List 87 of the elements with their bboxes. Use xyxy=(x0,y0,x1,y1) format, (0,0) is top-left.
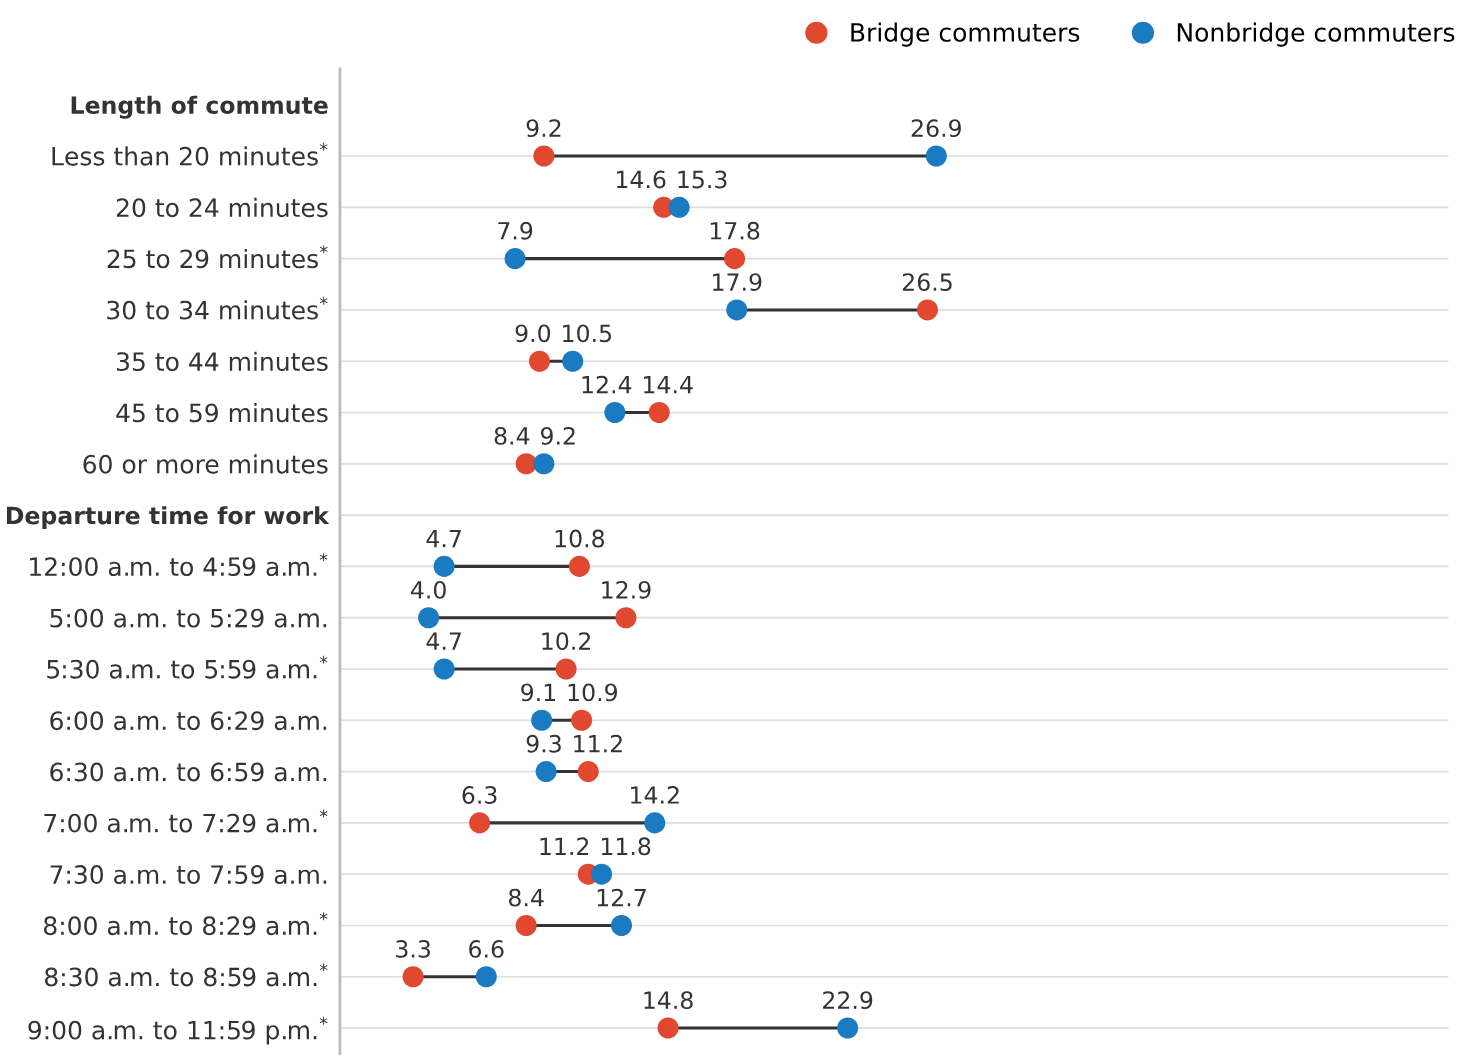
y-tick-label: 45 to 59 minutes xyxy=(116,403,328,423)
y-tick-label: 12:00 a.m. to 4:59 a.m.$^{*}$ xyxy=(30,553,328,577)
y-tick-label: 30 to 34 minutes$^{*}$ xyxy=(107,296,328,320)
point xyxy=(469,812,491,834)
y-tick-label: 20 to 24 minutes xyxy=(116,197,328,218)
point xyxy=(533,453,555,475)
point xyxy=(515,914,537,936)
data-label: 7.9 xyxy=(498,221,533,240)
y-tick-label: Departure time for work xyxy=(6,506,330,529)
point xyxy=(604,401,626,424)
legend-label: Bridge commuters xyxy=(851,22,1080,47)
point xyxy=(644,812,666,834)
point xyxy=(591,863,613,885)
data-label: 8.4 xyxy=(494,427,530,445)
data-label: 4.7 xyxy=(426,632,461,650)
data-label: 14.8 xyxy=(644,991,693,1010)
data-label: 10.9 xyxy=(568,683,617,702)
data-label: 8.4 xyxy=(508,888,544,907)
point xyxy=(533,145,555,167)
y-tick-label: 6:30 a.m. to 6:59 a.m. xyxy=(50,762,327,782)
data-label: 14.2 xyxy=(631,786,679,804)
point xyxy=(724,248,746,270)
point xyxy=(571,709,593,731)
data-label: 26.9 xyxy=(911,119,961,138)
point xyxy=(562,350,584,372)
y-tick-label: 9:00 a.m. to 11:59 p.m.$^{*}$ xyxy=(28,1016,328,1045)
point xyxy=(657,1017,679,1039)
data-label: 17.8 xyxy=(710,221,760,240)
data-label: 10.2 xyxy=(542,632,590,651)
y-tick-label: 8:00 a.m. to 8:29 a.m.$^{*}$ xyxy=(44,912,328,936)
point xyxy=(555,658,577,680)
y-tick-label: Less than 20 minutes$^{*}$ xyxy=(52,142,328,166)
point xyxy=(577,761,599,783)
point xyxy=(615,607,637,629)
point xyxy=(402,966,424,988)
point xyxy=(916,299,938,321)
data-label: 4.0 xyxy=(411,580,446,599)
y-tick-label: 8:30 a.m. to 8:59 a.m.$^{*}$ xyxy=(45,963,328,987)
point xyxy=(925,145,947,167)
data-label: 10.8 xyxy=(555,529,605,548)
data-label: 9.1 xyxy=(521,683,556,702)
y-tick-label: 35 to 44 minutes xyxy=(116,351,328,372)
data-label: 12.7 xyxy=(597,888,646,907)
data-label: 3.3 xyxy=(396,939,430,958)
point xyxy=(648,401,670,424)
data-label: 12.9 xyxy=(602,580,651,599)
point xyxy=(531,709,553,731)
point xyxy=(475,966,497,988)
point xyxy=(610,914,633,936)
y-tick-label: 6:00 a.m. to 6:29 a.m. xyxy=(50,711,327,731)
y-tick-label: 60 or more minutes xyxy=(83,454,328,474)
data-label: 22.9 xyxy=(823,991,873,1010)
point xyxy=(528,350,550,372)
data-label: 9.0 xyxy=(515,324,551,343)
data-label: 9.3 xyxy=(526,734,561,753)
data-label: 15.3 xyxy=(678,170,727,189)
data-label: 17.9 xyxy=(713,273,762,291)
y-tick-label: 5:00 a.m. to 5:29 a.m. xyxy=(50,608,327,628)
point xyxy=(837,1017,859,1039)
y-tick-label: 7:30 a.m. to 7:59 a.m. xyxy=(50,865,327,885)
data-label: 9.2 xyxy=(540,427,575,445)
y-tick-label: 5:30 a.m. to 5:59 a.m.$^{*}$ xyxy=(47,655,328,679)
point xyxy=(515,453,537,475)
point xyxy=(535,761,557,783)
point xyxy=(668,196,690,218)
point xyxy=(433,555,455,577)
y-tick-label: 7:00 a.m. to 7:29 a.m.$^{*}$ xyxy=(44,809,328,833)
point xyxy=(504,248,526,270)
data-label: 11.2 xyxy=(574,734,622,753)
data-label: 11.8 xyxy=(601,837,651,856)
data-label: 26.5 xyxy=(902,273,952,291)
point xyxy=(726,299,748,321)
y-tick-label: Length of commute xyxy=(71,95,328,119)
data-label: 12.4 xyxy=(582,375,632,394)
data-label: 9.2 xyxy=(526,119,561,138)
data-label: 6.3 xyxy=(462,786,497,804)
legend-label: Nonbridge commuters xyxy=(1177,22,1455,47)
data-label: 14.4 xyxy=(644,376,693,394)
data-label: 11.2 xyxy=(540,837,589,855)
point xyxy=(568,555,590,577)
point xyxy=(433,658,455,680)
point xyxy=(418,607,440,629)
data-label: 4.7 xyxy=(426,529,461,548)
data-label: 10.5 xyxy=(563,324,612,343)
y-tick-label: 25 to 29 minutes$^{*}$ xyxy=(107,245,328,269)
data-label: 14.6 xyxy=(616,170,666,189)
data-label: 6.6 xyxy=(469,939,504,958)
